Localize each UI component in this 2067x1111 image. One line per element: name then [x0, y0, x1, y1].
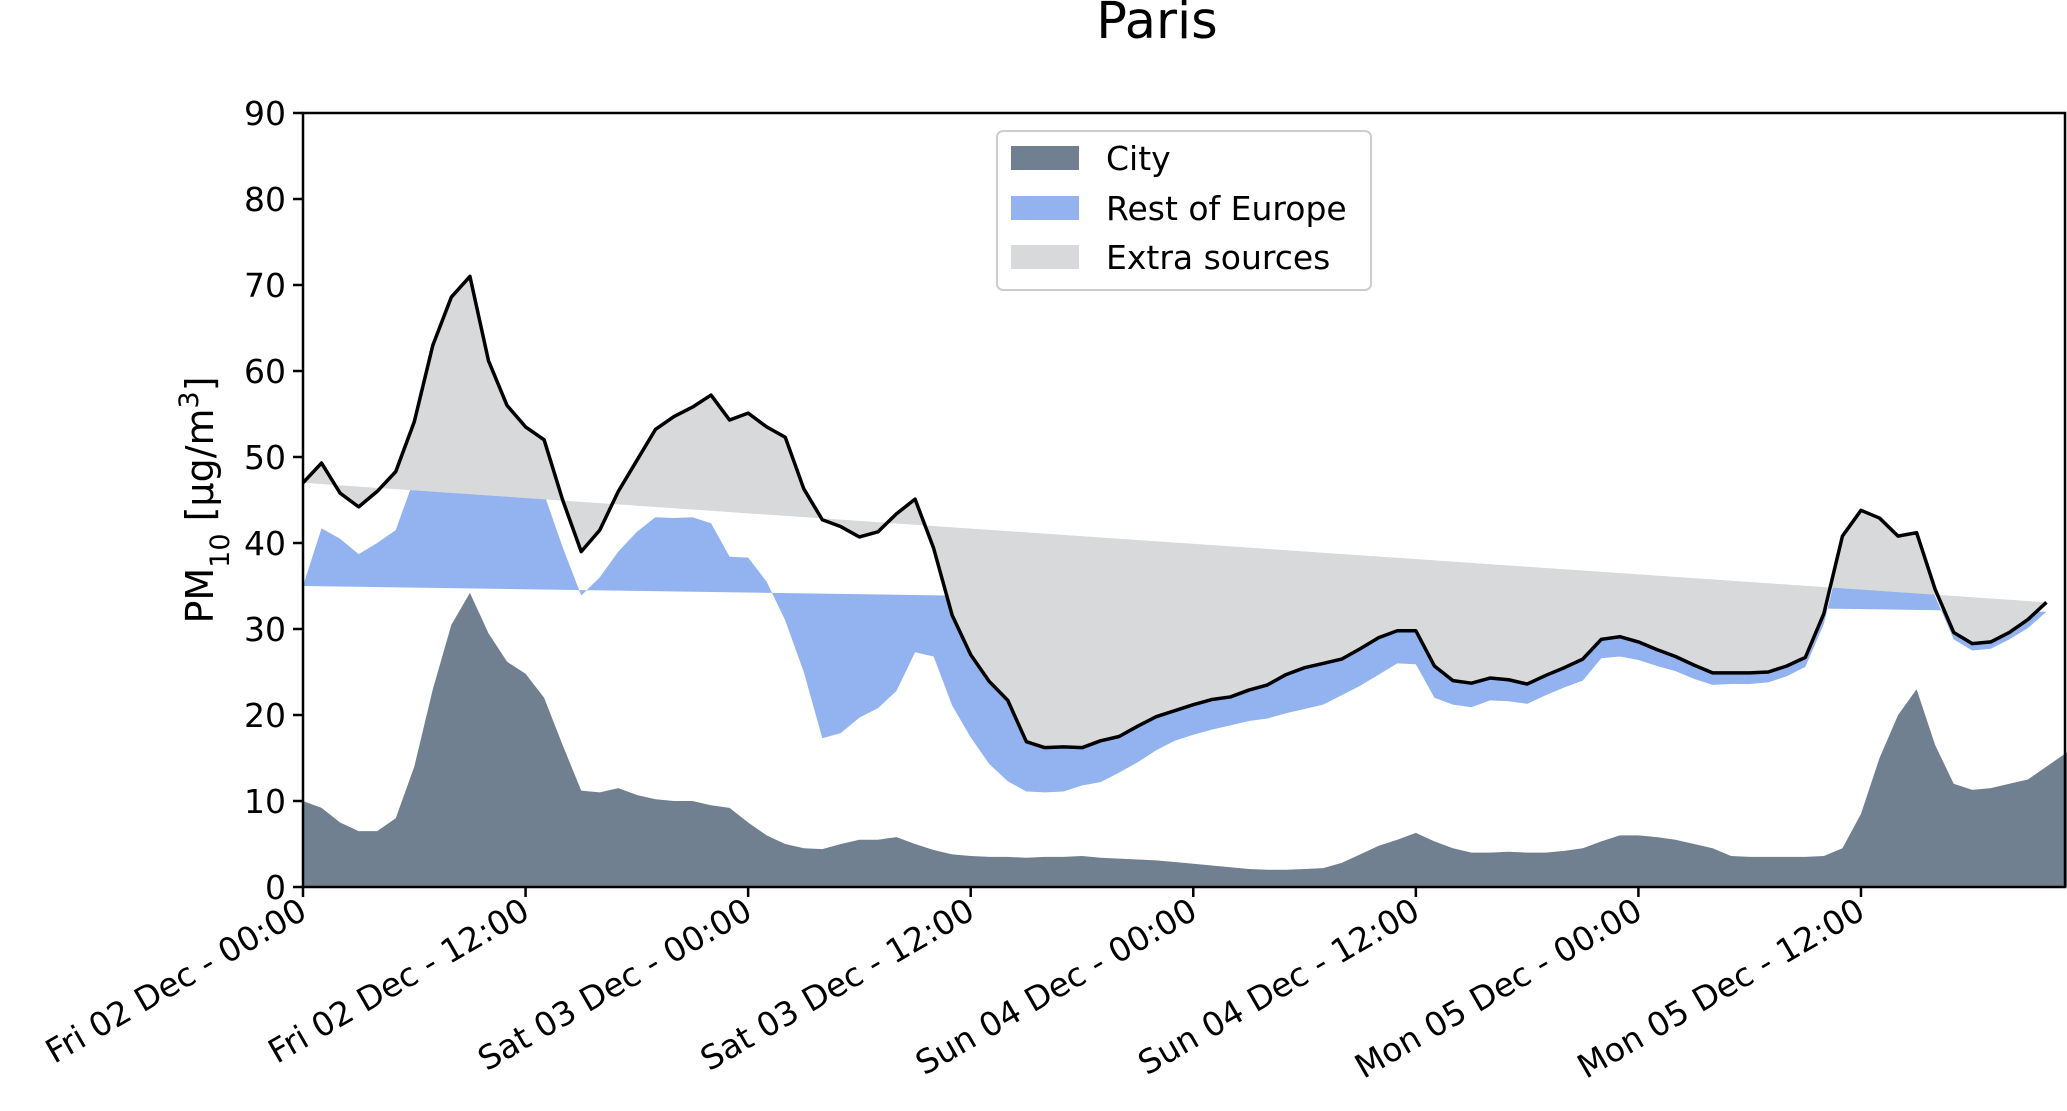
y-tick-label: 80 [244, 180, 286, 219]
y-tick-label: 90 [244, 94, 286, 133]
y-tick-label: 40 [244, 524, 286, 563]
y-tick-label: 70 [244, 266, 286, 305]
legend-box [996, 130, 1372, 291]
legend-label-city: City [1106, 139, 1171, 178]
y-tick-label: 50 [244, 438, 286, 477]
plot-area [301, 274, 2067, 887]
legend-swatch-city [1011, 146, 1079, 170]
plot-frame [301, 111, 2067, 889]
y-tick-label: 0 [265, 868, 286, 907]
legend-swatch-extra-sources [1011, 245, 1079, 269]
y-axis: 0 10 20 30 40 50 60 70 80 90 [244, 94, 303, 907]
legend-swatch-rest-of-europe [1011, 196, 1079, 220]
legend-label-rest-of-europe: Rest of Europe [1106, 189, 1347, 228]
chart-title: Paris [1096, 0, 1217, 51]
y-tick-label: 30 [244, 610, 286, 649]
y-tick-label: 10 [244, 782, 286, 821]
legend-label-extra-sources: Extra sources [1106, 238, 1330, 277]
y-tick-label: 20 [244, 696, 286, 735]
area-city [303, 592, 2067, 887]
y-axis-label: PM10 [μg/m3] [174, 376, 236, 623]
area-extra-sources [303, 276, 2047, 748]
legend: City Rest of Europe Extra sources [996, 130, 1372, 291]
y-tick-label: 60 [244, 352, 286, 391]
total-line [301, 274, 2048, 750]
